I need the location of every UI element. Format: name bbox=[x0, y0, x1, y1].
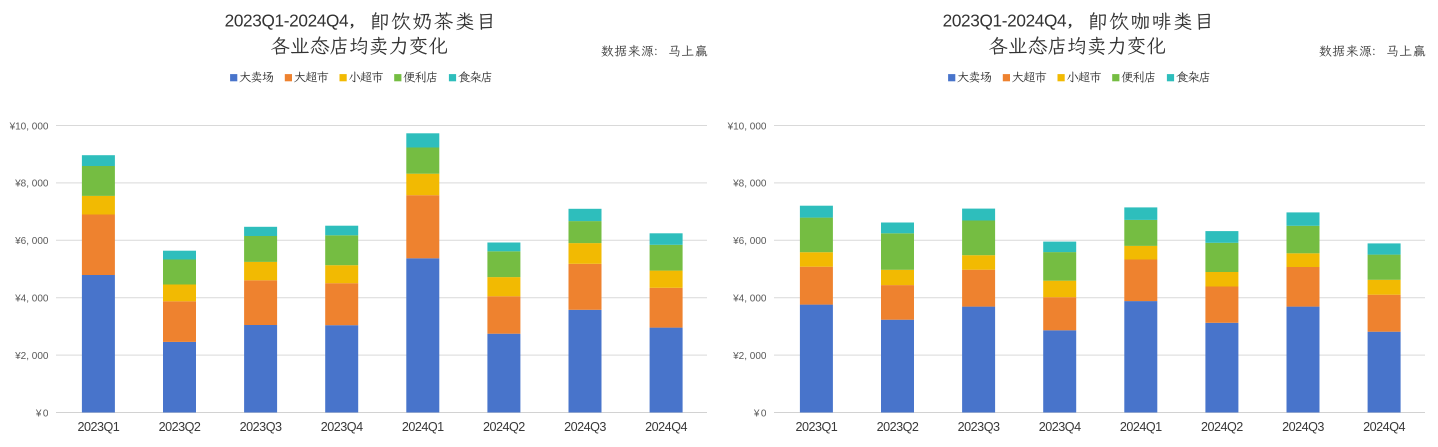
svg-text:¥4, 000: ¥4, 000 bbox=[14, 294, 49, 305]
svg-text:2024Q1: 2024Q1 bbox=[1120, 420, 1162, 434]
svg-text:2023Q1-2024Q4: 2023Q1-2024Q4 bbox=[225, 11, 349, 31]
svg-text:2023Q2: 2023Q2 bbox=[159, 420, 201, 434]
svg-text:¥8, 000: ¥8, 000 bbox=[732, 179, 767, 190]
svg-text:2024Q4: 2024Q4 bbox=[645, 420, 687, 434]
svg-text:2023Q4: 2023Q4 bbox=[1039, 420, 1081, 434]
svg-text:¥2, 000: ¥2, 000 bbox=[732, 351, 767, 362]
svg-text:2024Q3: 2024Q3 bbox=[564, 420, 606, 434]
svg-text:2023Q4: 2023Q4 bbox=[321, 420, 363, 434]
svg-text:2023Q3: 2023Q3 bbox=[240, 420, 282, 434]
svg-text:¥4, 000: ¥4, 000 bbox=[732, 294, 767, 305]
svg-text:¥8, 000: ¥8, 000 bbox=[14, 179, 49, 190]
svg-text:2023Q3: 2023Q3 bbox=[958, 420, 1000, 434]
svg-text:2024Q3: 2024Q3 bbox=[1282, 420, 1324, 434]
svg-text:¥10, 000: ¥10, 000 bbox=[9, 121, 49, 132]
svg-text:¥6, 000: ¥6, 000 bbox=[14, 236, 49, 247]
svg-text:2024Q2: 2024Q2 bbox=[1201, 420, 1243, 434]
svg-text:¥0: ¥0 bbox=[753, 408, 768, 419]
svg-text:2023Q2: 2023Q2 bbox=[877, 420, 919, 434]
svg-text:¥6, 000: ¥6, 000 bbox=[732, 236, 767, 247]
svg-text:2023Q1-2024Q4: 2023Q1-2024Q4 bbox=[943, 11, 1067, 31]
svg-text:2024Q1: 2024Q1 bbox=[402, 420, 444, 434]
svg-text:2024Q4: 2024Q4 bbox=[1363, 420, 1405, 434]
svg-text:2024Q2: 2024Q2 bbox=[483, 420, 525, 434]
svg-text:¥2, 000: ¥2, 000 bbox=[14, 351, 49, 362]
svg-text:2023Q1: 2023Q1 bbox=[795, 420, 837, 434]
svg-text:2023Q1: 2023Q1 bbox=[77, 420, 119, 434]
svg-text:¥0: ¥0 bbox=[35, 408, 50, 419]
svg-text:¥10, 000: ¥10, 000 bbox=[727, 121, 767, 132]
